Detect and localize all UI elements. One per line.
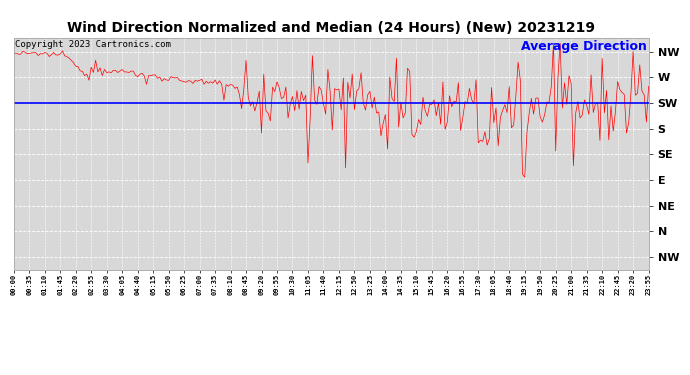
Title: Wind Direction Normalized and Median (24 Hours) (New) 20231219: Wind Direction Normalized and Median (24… <box>67 21 595 35</box>
Text: Average Direction: Average Direction <box>522 40 647 53</box>
Text: Copyright 2023 Cartronics.com: Copyright 2023 Cartronics.com <box>15 40 171 49</box>
